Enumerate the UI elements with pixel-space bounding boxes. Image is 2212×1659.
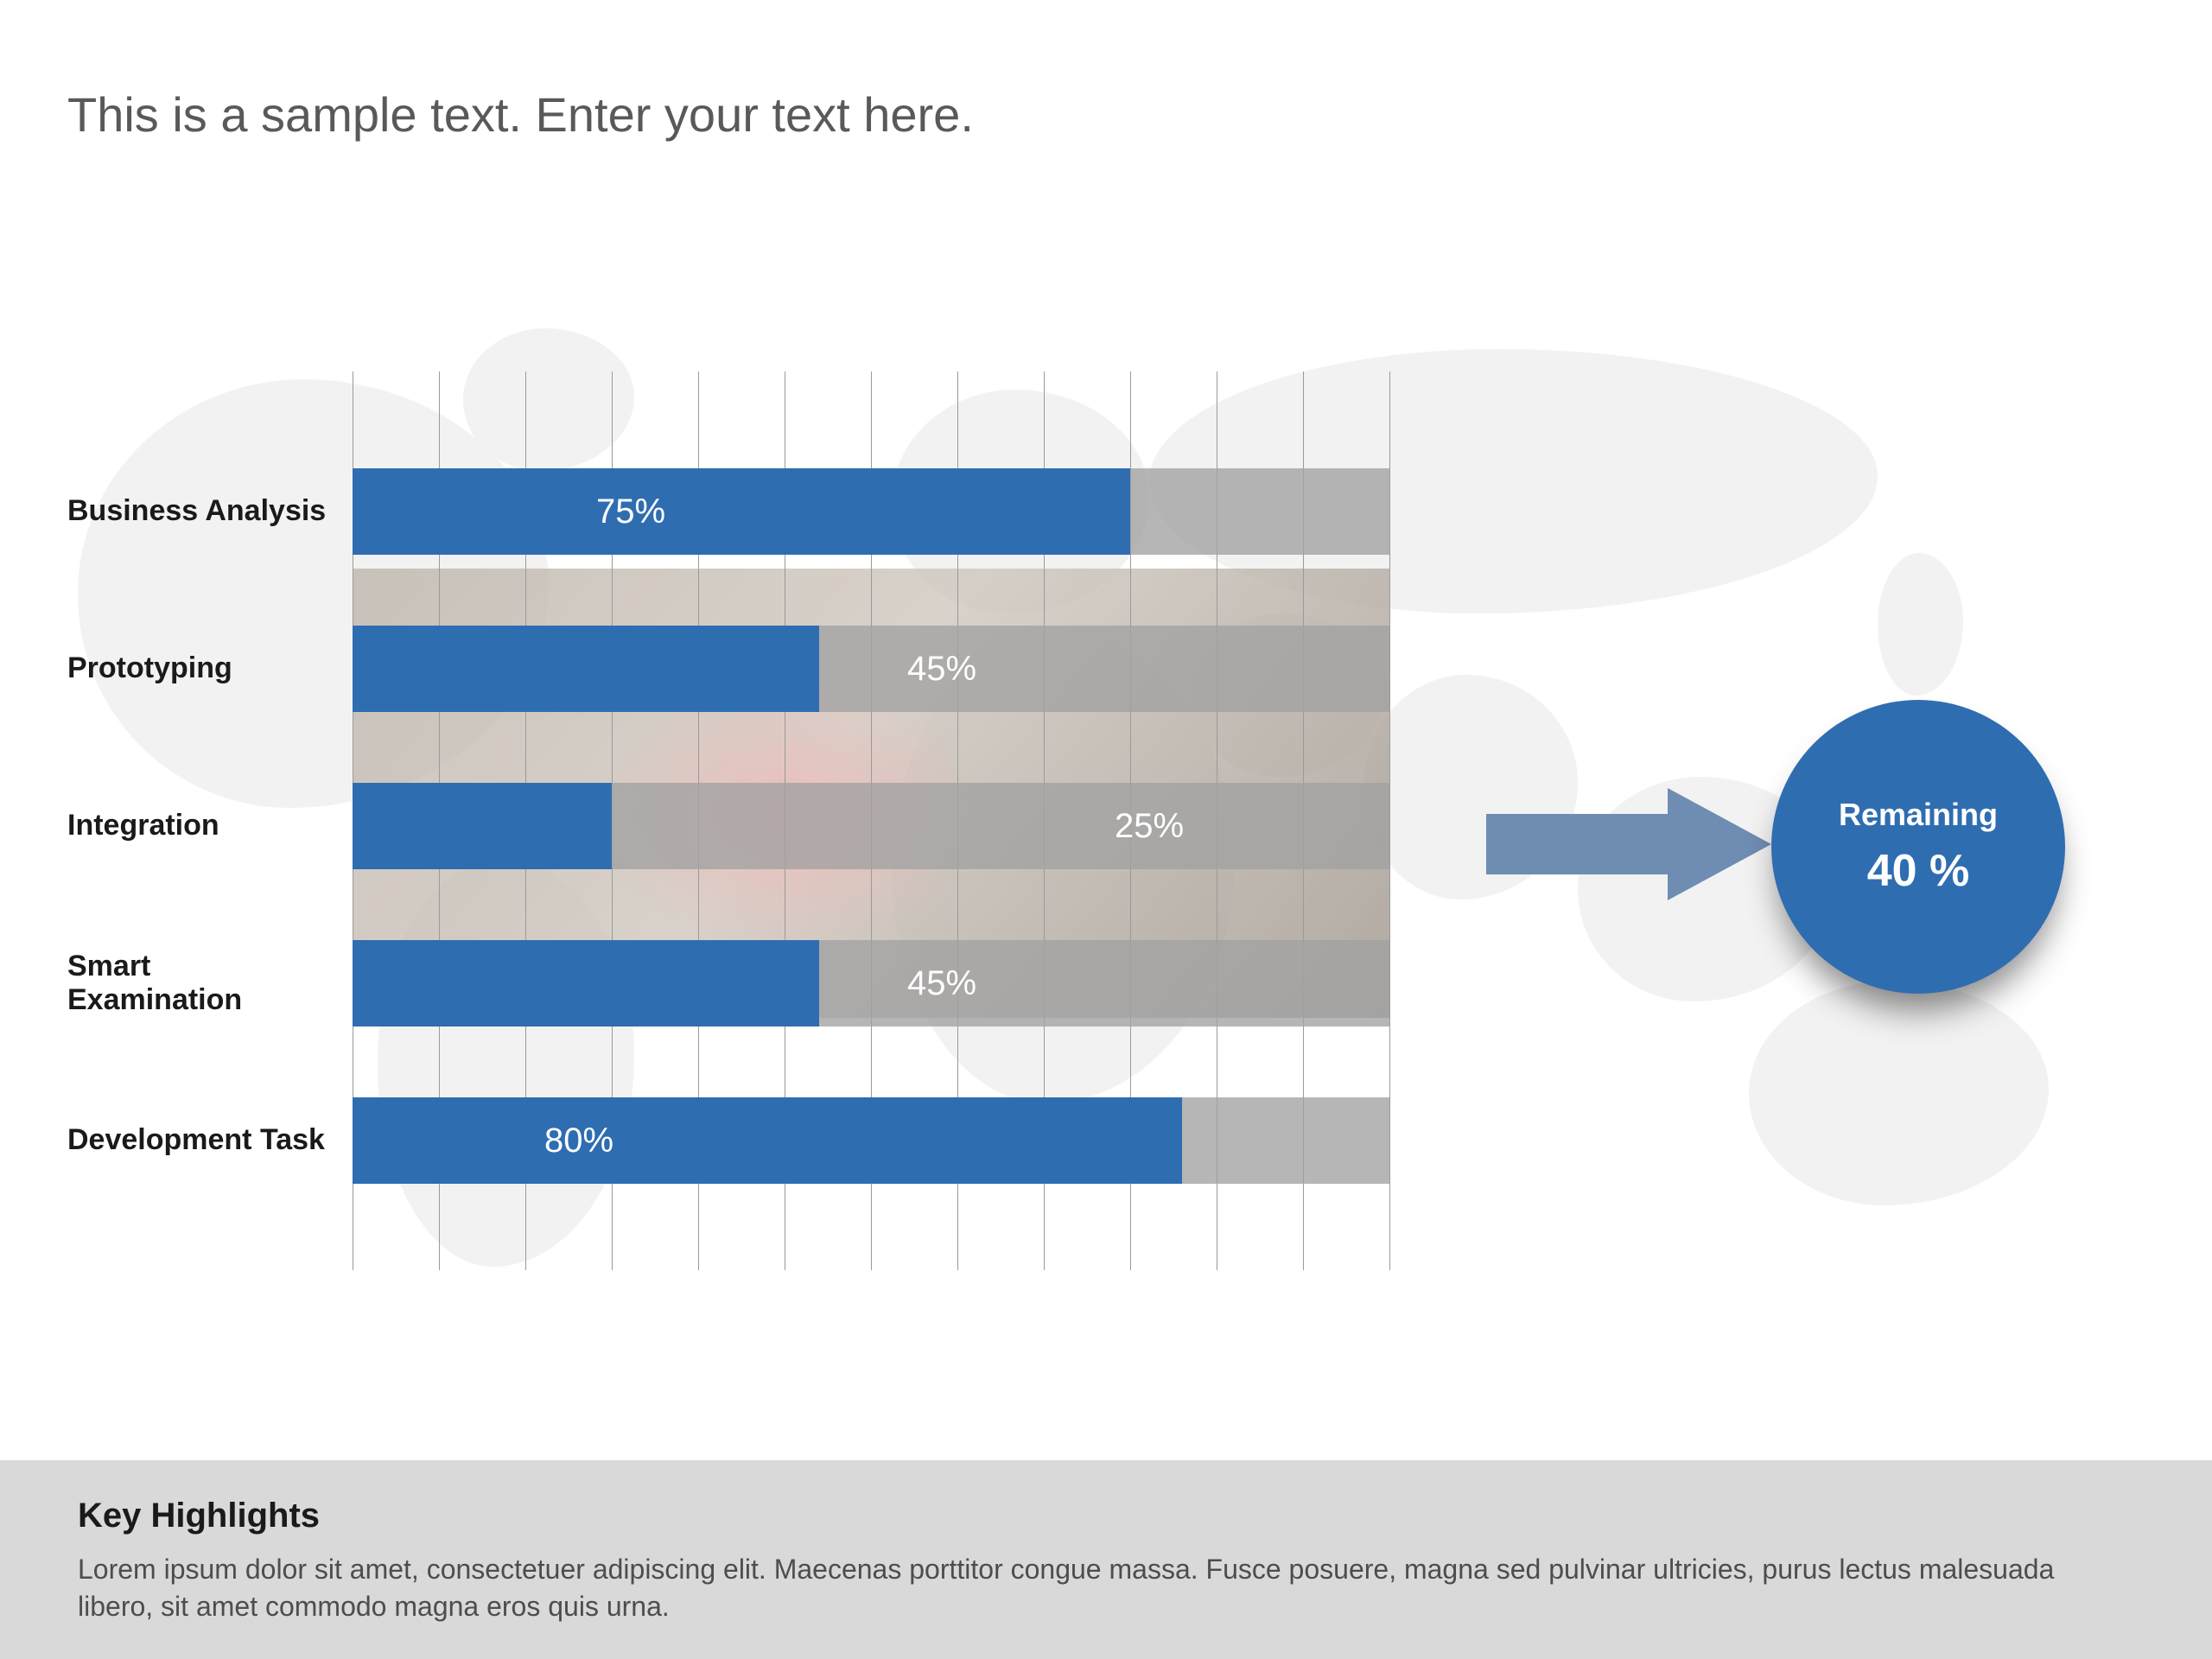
- key-highlights-panel: Key Highlights Lorem ipsum dolor sit ame…: [0, 1460, 2212, 1659]
- bar-label: Business Analysis: [67, 468, 327, 555]
- bar-fill: [353, 940, 819, 1027]
- bar-value: 75%: [596, 468, 1374, 555]
- bar-fill: [353, 626, 819, 712]
- key-highlights-heading: Key Highlights: [78, 1497, 2134, 1535]
- bar-row: 45%: [353, 626, 1389, 712]
- key-highlights-body: Lorem ipsum dolor sit amet, consectetuer…: [78, 1551, 2134, 1625]
- bar-row: 75%: [353, 468, 1389, 555]
- remaining-circle: Remaining 40 %: [1771, 700, 2065, 994]
- bar-row: 80%: [353, 1097, 1389, 1184]
- remaining-value: 40 %: [1867, 845, 1970, 897]
- bar-label: Integration: [67, 783, 327, 869]
- bar-label: Smart Examination: [67, 940, 327, 1027]
- slide-title: This is a sample text. Enter your text h…: [67, 86, 974, 143]
- arrow-icon: [1486, 788, 1771, 900]
- bar-value: 45%: [907, 626, 1374, 712]
- progress-bar-chart: Business Analysis Prototyping Integration S…: [67, 372, 1450, 1270]
- remaining-label: Remaining: [1839, 797, 1998, 833]
- bar-row: 45%: [353, 940, 1389, 1027]
- bar-value: 45%: [907, 940, 1374, 1027]
- bar-value: 80%: [544, 1097, 1374, 1184]
- bar-label: Development Task: [67, 1097, 327, 1184]
- bar-label: Prototyping: [67, 626, 327, 712]
- bar-fill: [353, 783, 612, 869]
- bar-row: 25%: [353, 783, 1389, 869]
- bar-value: 25%: [1115, 783, 1374, 869]
